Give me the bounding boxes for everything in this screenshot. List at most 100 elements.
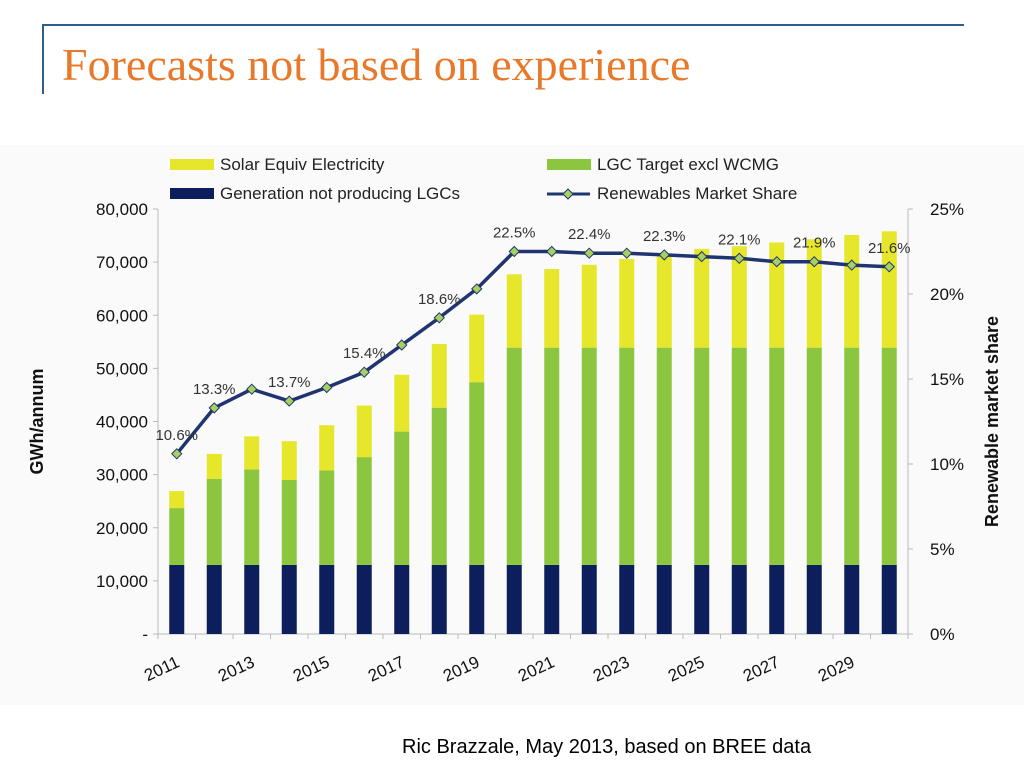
y2-tick-label: 25% — [930, 200, 964, 219]
y2-tick-label: 5% — [930, 540, 955, 559]
bar-segment-solar — [206, 453, 222, 479]
bar-segment-generation — [356, 564, 372, 634]
share-data-label: 21.6% — [868, 240, 911, 257]
share-marker — [321, 381, 333, 394]
bar-segment-lgc — [656, 347, 672, 565]
y-tick-label: 10,000 — [96, 572, 148, 591]
bar-segment-generation — [281, 564, 297, 634]
bar-segment-solar — [844, 235, 860, 348]
bar-segment-generation — [469, 564, 485, 634]
bar-segment-generation — [206, 564, 222, 634]
x-tick-label: 2021 — [515, 652, 557, 685]
bar-segment-generation — [544, 564, 560, 634]
share-marker — [733, 252, 745, 265]
x-tick-label: 2029 — [815, 652, 857, 685]
share-marker — [883, 261, 895, 273]
share-data-label: 22.3% — [643, 228, 686, 245]
bar-segment-solar — [581, 264, 597, 348]
bar-segment-solar — [506, 274, 522, 348]
y-axis-title: GWh/annum — [27, 369, 47, 475]
y2-tick-label: 0% — [930, 625, 955, 644]
share-marker — [621, 247, 633, 259]
legend-label: Solar Equiv Electricity — [220, 155, 385, 174]
bar-segment-solar — [394, 374, 410, 432]
share-data-label: 13.3% — [193, 381, 236, 398]
share-marker — [358, 366, 370, 378]
share-data-label: 18.6% — [418, 291, 461, 308]
share-data-label: 13.7% — [268, 374, 311, 391]
share-marker — [208, 402, 220, 414]
bar-segment-solar — [656, 253, 672, 348]
bar-segment-solar — [319, 425, 335, 471]
y-tick-label: 20,000 — [96, 519, 148, 538]
bar-segment-solar — [356, 405, 372, 458]
share-line — [175, 249, 890, 455]
bar-segment-generation — [844, 564, 860, 634]
x-tick-label: 2023 — [590, 652, 632, 685]
bar-segment-solar — [281, 441, 297, 480]
share-marker — [546, 245, 558, 258]
bar-segment-lgc — [319, 470, 335, 565]
bar-segment-generation — [506, 564, 522, 634]
y-tick-label: 30,000 — [96, 466, 148, 485]
legend-label: Renewables Market Share — [597, 184, 797, 203]
bar-segment-lgc — [769, 347, 785, 565]
bar-segment-solar — [881, 231, 897, 348]
bar-segment-lgc — [694, 347, 710, 565]
bar-segment-generation — [619, 564, 635, 634]
bar-segment-generation — [431, 564, 447, 634]
x-tick-label: 2027 — [740, 652, 782, 685]
bar-segment-generation — [394, 564, 410, 634]
share-data-label: 10.6% — [155, 427, 198, 444]
bar-segment-solar — [169, 491, 185, 509]
y-tick-label: 80,000 — [96, 200, 148, 219]
bar-segment-solar — [244, 436, 260, 470]
share-data-label: 22.5% — [493, 225, 536, 242]
x-tick-label: 2025 — [665, 652, 707, 685]
bar-segment-lgc — [169, 508, 185, 565]
title-rule-left — [42, 24, 44, 94]
y2-tick-label: 15% — [930, 370, 964, 389]
share-marker — [658, 249, 670, 261]
share-marker — [771, 255, 783, 268]
bar-segment-solar — [769, 242, 785, 348]
bar-segment-generation — [656, 564, 672, 634]
bar-segment-generation — [694, 564, 710, 634]
bar-segment-solar — [619, 258, 635, 348]
y-tick-label: 60,000 — [96, 306, 148, 325]
bar-segment-lgc — [806, 347, 822, 565]
chart-panel: Solar Equiv Electricity LGC Target excl W… — [0, 145, 1024, 705]
bar-segment-solar — [731, 246, 747, 348]
bar-segment-generation — [169, 564, 185, 634]
renewables-chart: Solar Equiv Electricity LGC Target excl W… — [27, 155, 1002, 686]
bar-segment-lgc — [619, 347, 635, 565]
bar-segment-lgc — [394, 431, 410, 565]
slide-title: Forecasts not based on experience — [62, 39, 691, 90]
share-marker — [433, 312, 445, 324]
source-note: Ric Brazzale, May 2013, based on BREE da… — [402, 736, 812, 758]
share-data-label: 22.1% — [718, 231, 761, 248]
bar-segment-lgc — [844, 347, 860, 565]
x-tick-label: 2013 — [215, 652, 257, 685]
share-marker — [283, 395, 295, 407]
legend-swatch — [170, 188, 214, 199]
share-data-label: 15.4% — [343, 345, 386, 362]
bar-segment-solar — [431, 343, 447, 408]
bar-segment-solar — [544, 269, 560, 348]
y2-tick-label: 10% — [930, 455, 964, 474]
bar-segment-lgc — [731, 347, 747, 565]
legend-swatch — [547, 159, 591, 170]
share-data-label: 21.9% — [793, 235, 836, 252]
y-tick-label: 50,000 — [96, 359, 148, 378]
bar-segment-generation — [244, 564, 260, 634]
bar-segment-lgc — [506, 347, 522, 565]
x-tick-label: 2017 — [365, 652, 407, 685]
legend-marker-swatch — [562, 188, 574, 200]
bar-segment-lgc — [469, 382, 485, 565]
legend-label: LGC Target excl WCMG — [597, 155, 779, 174]
bar-segment-lgc — [244, 469, 260, 565]
y-tick-label: 70,000 — [96, 253, 148, 272]
x-tick-label: 2015 — [290, 652, 332, 685]
legend-swatch — [170, 159, 214, 170]
bar-segment-generation — [769, 564, 785, 634]
